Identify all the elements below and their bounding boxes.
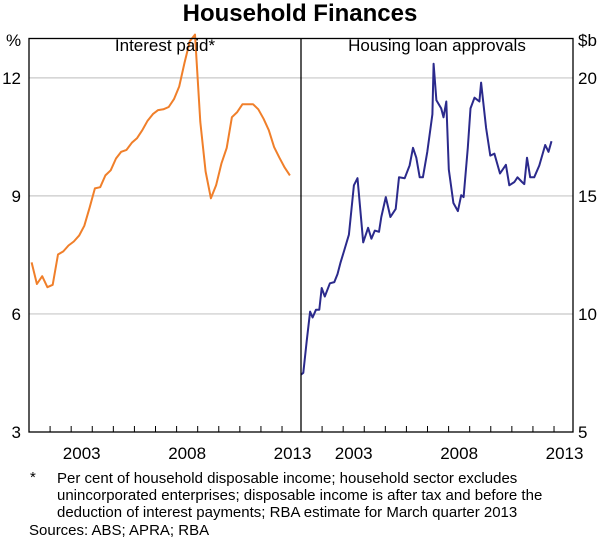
x-tick-label: 2003 xyxy=(335,444,373,463)
x-tick-label: 2013 xyxy=(546,444,584,463)
footnote-line-3: deduction of interest payments; RBA esti… xyxy=(57,504,517,521)
y-tick-label-right: 20 xyxy=(578,69,597,88)
y-tick-label-right: 15 xyxy=(578,187,597,206)
housing-loan-approvals-line xyxy=(300,62,553,376)
x-tick-label: 2008 xyxy=(440,444,478,463)
footnote-marker: * xyxy=(30,469,36,486)
x-tick-label: 2013 xyxy=(274,444,312,463)
y-tick-label-right: 10 xyxy=(578,305,597,324)
right-axis-unit: $b xyxy=(578,31,597,50)
footnote-line-2: unincorporated enterprises; disposable i… xyxy=(57,487,542,504)
y-tick-label-left: 6 xyxy=(12,305,21,324)
y-tick-label-left: 12 xyxy=(2,69,21,88)
panel-title-right: Housing loan approvals xyxy=(348,36,526,55)
chart-title: Household Finances xyxy=(183,0,418,27)
panel-title-left: Interest paid* xyxy=(115,36,216,55)
y-tick-label-left: 9 xyxy=(12,187,21,206)
y-tick-label-left: 3 xyxy=(12,423,21,442)
interest-paid-line xyxy=(30,33,291,289)
footnote-line-1: Per cent of household disposable income;… xyxy=(57,470,517,487)
y-tick-label-right: 5 xyxy=(578,423,587,442)
x-tick-label: 2003 xyxy=(63,444,101,463)
sources: Sources: ABS; APRA; RBA xyxy=(29,522,209,539)
x-tick-label: 2008 xyxy=(168,444,206,463)
left-axis-unit: % xyxy=(6,31,21,50)
